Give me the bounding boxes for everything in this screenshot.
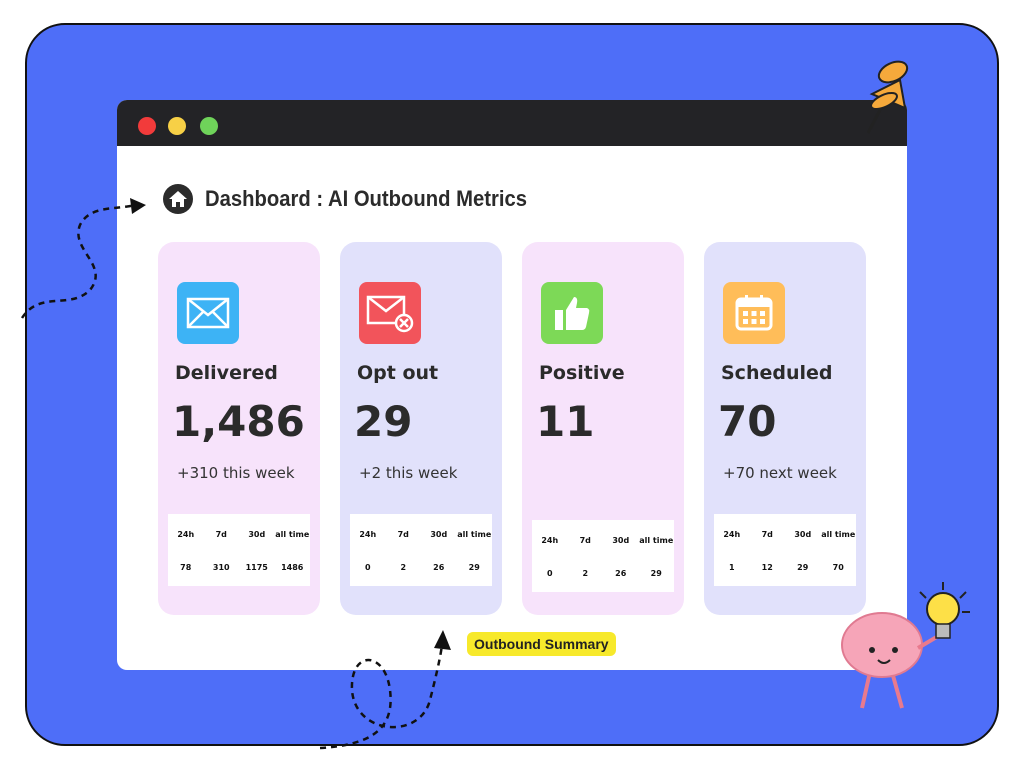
card-label: Delivered bbox=[175, 362, 278, 384]
cell: 2 bbox=[582, 569, 589, 578]
maximize-button[interactable] bbox=[200, 117, 218, 135]
cell: 26 bbox=[433, 563, 445, 572]
cell: 1175 bbox=[245, 563, 268, 572]
col-header: 24h bbox=[723, 529, 741, 539]
stats-table: 24h 7d 30d all time 78 310 1175 1486 bbox=[168, 514, 310, 586]
col-header: all time bbox=[639, 535, 674, 545]
thumbs-up-icon bbox=[541, 282, 603, 344]
card-change: +2 this week bbox=[359, 464, 458, 482]
envelope-x-icon bbox=[359, 282, 421, 344]
page-header: Dashboard : AI Outbound Metrics bbox=[163, 184, 555, 214]
home-icon[interactable] bbox=[163, 184, 193, 214]
close-button[interactable] bbox=[138, 117, 156, 135]
cell: 70 bbox=[832, 563, 844, 572]
card-scheduled: Scheduled 70 +70 next week 24h 7d 30d all t… bbox=[704, 242, 866, 615]
cell: 310 bbox=[212, 563, 230, 572]
cell: 78 bbox=[180, 563, 192, 572]
card-value: 70 bbox=[718, 397, 777, 446]
col-header: 7d bbox=[397, 529, 409, 539]
col-header: all time bbox=[457, 529, 492, 539]
cell: 0 bbox=[364, 563, 371, 572]
minimize-button[interactable] bbox=[168, 117, 186, 135]
cell: 0 bbox=[546, 569, 553, 578]
col-header: 30d bbox=[794, 529, 812, 539]
col-header: 30d bbox=[248, 529, 266, 539]
col-header: 7d bbox=[215, 529, 227, 539]
card-positive: Positive 11 24h 7d 30d all time 0 2 26 29 bbox=[522, 242, 684, 615]
col-header: 7d bbox=[761, 529, 773, 539]
cell: 12 bbox=[761, 563, 773, 572]
cell: 29 bbox=[468, 563, 480, 572]
cell: 29 bbox=[650, 569, 662, 578]
page-title: Dashboard : AI Outbound Metrics bbox=[205, 186, 527, 211]
card-value: 11 bbox=[536, 397, 595, 446]
cell: 29 bbox=[797, 563, 809, 572]
stats-table: 24h 7d 30d all time 0 2 26 29 bbox=[350, 514, 492, 586]
col-header: 24h bbox=[177, 529, 195, 539]
stats-table: 24h 7d 30d all time 0 2 26 29 bbox=[532, 520, 674, 592]
card-opt-out: Opt out 29 +2 this week 24h 7d 30d all time… bbox=[340, 242, 502, 615]
stats-table: 24h 7d 30d all time 1 12 29 70 bbox=[714, 514, 856, 586]
card-value: 1,486 bbox=[172, 397, 305, 446]
card-label: Opt out bbox=[357, 362, 439, 384]
col-header: 24h bbox=[359, 529, 377, 539]
card-label: Positive bbox=[539, 362, 625, 384]
col-header: all time bbox=[275, 529, 310, 539]
card-change: +70 next week bbox=[723, 464, 837, 482]
col-header: 30d bbox=[430, 529, 448, 539]
col-header: 30d bbox=[612, 535, 630, 545]
outbound-summary-label: Outbound Summary bbox=[467, 632, 616, 656]
cell: 2 bbox=[400, 563, 407, 572]
card-label: Scheduled bbox=[721, 362, 833, 384]
title-bar bbox=[117, 100, 907, 146]
card-change: +310 this week bbox=[177, 464, 295, 482]
col-header: 24h bbox=[541, 535, 559, 545]
col-header: 7d bbox=[579, 535, 591, 545]
cell: 1 bbox=[728, 563, 735, 572]
cell: 26 bbox=[615, 569, 627, 578]
col-header: all time bbox=[821, 529, 856, 539]
calendar-icon bbox=[723, 282, 785, 344]
card-value: 29 bbox=[354, 397, 413, 446]
envelope-icon bbox=[177, 282, 239, 344]
card-delivered: Delivered 1,486 +310 this week 24h 7d 30d a… bbox=[158, 242, 320, 615]
cell: 1486 bbox=[281, 563, 304, 572]
